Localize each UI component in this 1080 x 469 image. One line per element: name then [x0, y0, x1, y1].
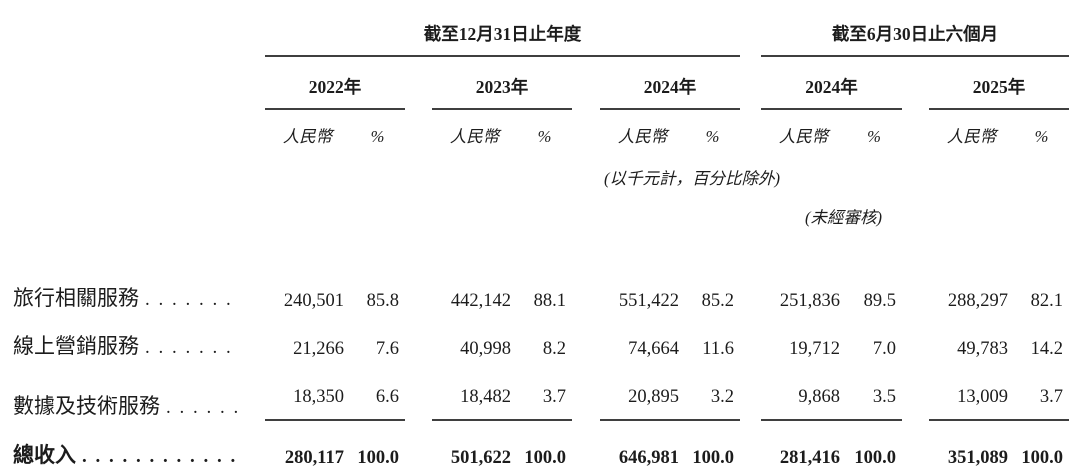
- cell-percent: 11.6: [702, 339, 734, 359]
- period-header-annual: 截至12月31日止年度: [265, 0, 740, 57]
- cell-percent: 88.1: [533, 291, 566, 311]
- cell-value: 49,783: [957, 339, 1008, 359]
- cell-value: 9,868: [761, 360, 846, 421]
- total-label: 總收入: [13, 443, 76, 467]
- percent-subheader: %: [370, 127, 385, 146]
- currency-subheader: 人民幣: [778, 127, 829, 146]
- year-header-2024: 2024年: [600, 56, 740, 110]
- cell-value: 19,712: [789, 339, 840, 359]
- cell-value: 288,297: [947, 291, 1008, 311]
- total-percent: 100.0: [524, 448, 566, 468]
- cell-percent: 3.7: [517, 360, 572, 421]
- cell-percent: 6.6: [350, 360, 405, 421]
- table-row-data-tech-services: 數據及技術服務 18,350 6.6 18,482 3.7 20,895 3.2…: [13, 360, 1069, 421]
- dot-leader: [145, 289, 237, 311]
- currency-subheader: 人民幣: [617, 127, 668, 146]
- percent-subheader: %: [867, 127, 881, 146]
- total-percent: 100.0: [1021, 448, 1063, 468]
- cell-percent: 82.1: [1030, 291, 1063, 311]
- cell-percent: 85.8: [366, 291, 399, 311]
- cell-value: 21,266: [293, 339, 344, 359]
- year-header-2022: 2022年: [265, 56, 405, 110]
- total-value: 280,117: [284, 448, 344, 468]
- cell-value: 551,422: [618, 291, 679, 311]
- table-row-online-marketing: 線上營銷服務 21,266 7.6 40,998 8.2 74,664 11.6…: [13, 312, 1069, 360]
- cell-percent: 7.6: [375, 339, 399, 359]
- cell-percent: 85.2: [701, 291, 734, 311]
- year-header-2025-interim: 2025年: [929, 56, 1069, 110]
- cell-percent: 3.2: [685, 360, 740, 421]
- cell-value: 240,501: [283, 291, 344, 311]
- cell-value: 74,664: [628, 339, 679, 359]
- unaudited-note-row: (未經審核): [13, 189, 1069, 228]
- total-value: 351,089: [947, 448, 1008, 468]
- total-value: 281,416: [779, 448, 840, 468]
- cell-value: 251,836: [779, 291, 840, 311]
- dot-leader: [145, 337, 237, 359]
- units-note: (以千元計，百分比除外): [604, 169, 780, 188]
- cell-value: 18,482: [432, 360, 517, 421]
- unaudited-note: (未經審核): [805, 208, 882, 227]
- cell-value: 13,009: [929, 360, 1014, 421]
- cell-percent: 7.0: [872, 339, 896, 359]
- year-header-2024-interim: 2024年: [761, 56, 902, 110]
- cell-percent: 89.5: [863, 291, 896, 311]
- total-percent: 100.0: [854, 448, 896, 468]
- cell-value: 18,350: [265, 360, 350, 421]
- table-row-travel-services: 旅行相關服務 240,501 85.8 442,142 88.1 551,422…: [13, 268, 1069, 312]
- row-label: 線上營銷服務: [13, 334, 139, 358]
- table-row-total-revenue: 總收入 280,117 100.0 501,622 100.0 646,981 …: [13, 420, 1069, 469]
- currency-subheader: 人民幣: [946, 127, 997, 146]
- total-value: 646,981: [618, 448, 679, 468]
- percent-subheader: %: [705, 127, 720, 146]
- row-label: 數據及技術服務: [13, 394, 160, 418]
- total-value: 501,622: [450, 448, 511, 468]
- currency-subheader: 人民幣: [282, 127, 333, 146]
- currency-subheader: 人民幣: [449, 127, 500, 146]
- total-percent: 100.0: [692, 448, 734, 468]
- year-header-row: 2022年 2023年 2024年 2024年 2025年: [13, 56, 1069, 110]
- cell-percent: 8.2: [542, 339, 566, 359]
- dot-leader: [82, 446, 237, 468]
- year-header-2023: 2023年: [432, 56, 572, 110]
- cell-value: 20,895: [600, 360, 685, 421]
- percent-subheader: %: [1034, 127, 1049, 146]
- cell-percent: 3.7: [1014, 360, 1069, 421]
- cell-value: 40,998: [460, 339, 511, 359]
- cell-value: 442,142: [450, 291, 511, 311]
- dot-leader: [166, 397, 237, 419]
- cell-percent: 14.2: [1030, 339, 1063, 359]
- cell-percent: 3.5: [846, 360, 902, 421]
- units-note-row: (以千元計，百分比除外): [13, 150, 1069, 189]
- subheader-row: 人民幣 % 人民幣 % 人民幣 % 人民幣 % 人民幣 %: [13, 109, 1069, 150]
- period-header-row: 截至12月31日止年度 截至6月30日止六個月: [13, 0, 1069, 57]
- period-header-interim: 截至6月30日止六個月: [761, 0, 1069, 57]
- total-percent: 100.0: [357, 448, 399, 468]
- row-label: 旅行相關服務: [13, 286, 139, 310]
- revenue-breakdown-table: 截至12月31日止年度 截至6月30日止六個月 2022年 2023年 2024…: [13, 0, 1069, 469]
- percent-subheader: %: [537, 127, 552, 146]
